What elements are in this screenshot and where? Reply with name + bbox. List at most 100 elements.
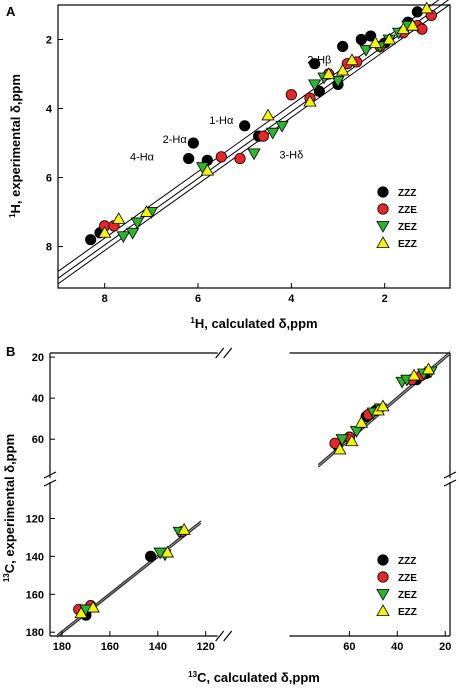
y-tick-label-b-20: 20 [32, 352, 44, 364]
panel-a-y-axis-label: 1H, experimental δ,ppm [8, 74, 23, 218]
legend-label-b-zzz: ZZZ [398, 556, 416, 567]
point-a-ezz-4 [261, 108, 275, 121]
point-a-ezz-13 [419, 1, 434, 14]
panel-a-annotations: 1-Hα 2-Hα 4-Hα 3-Hδ 2-Hβ [130, 55, 331, 164]
point-a-zzz-4 [239, 120, 251, 132]
panel-b-y-axis-label: 13C, experimental δ,ppm [2, 434, 17, 582]
point-b-ezz-0 [74, 606, 88, 619]
point-a-zze-5 [285, 89, 297, 101]
point-b-zez-4 [335, 434, 349, 447]
legend-marker-a-zzz [377, 186, 389, 198]
x-tick-label-a-4: 4 [288, 293, 295, 305]
point-a-zzz-0 [85, 234, 97, 246]
x-tick-label-a-6: 6 [195, 293, 201, 305]
y-tick-label-a-6: 6 [46, 173, 52, 185]
point-a-ezz-8 [345, 53, 359, 66]
break-top-2 [223, 347, 233, 359]
point-a-zez-8 [307, 79, 322, 92]
break-bottom-1 [215, 630, 225, 642]
point-a-zze-4 [257, 130, 269, 142]
y-tick-label-b-160: 160 [26, 589, 44, 601]
fit-line-a-2 [57, 3, 451, 285]
legend-label-a-zze: ZZE [398, 205, 417, 216]
x-tick-label-a-2: 2 [382, 293, 388, 305]
point-b-ezz-4 [333, 442, 347, 455]
annotation-a-0: 1-Hα [209, 115, 234, 127]
x-tick-label-b-160: 160 [101, 641, 119, 653]
point-a-zzz-12 [365, 30, 377, 42]
break-left-2 [43, 479, 57, 487]
point-b-ezz-6 [354, 415, 369, 428]
point-a-zzz-10 [337, 40, 349, 53]
point-a-ezz-9 [368, 36, 383, 48]
point-a-ezz-3 [200, 163, 215, 176]
point-a-ezz-10 [382, 32, 397, 45]
legend-marker-a-zez [376, 221, 390, 233]
legend-label-a-zzz: ZZZ [398, 188, 416, 199]
annotation-a-4: 2-Hβ [307, 55, 331, 67]
annotation-a-1: 2-Hα [163, 134, 188, 146]
x-tick-label-b-40: 40 [391, 641, 403, 653]
break-bottom-2 [223, 630, 233, 642]
y-tick-label-b-180: 180 [26, 627, 44, 639]
legend-label-a-ezz: EZZ [398, 239, 417, 250]
y-tick-label-a-2: 2 [46, 35, 52, 47]
x-tick-label-b-60: 60 [343, 641, 355, 653]
y-tick-label-b-140: 140 [26, 551, 44, 563]
y-tick-label-a-4: 4 [46, 104, 53, 116]
point-a-zez-10 [331, 76, 345, 88]
annotation-a-2: 4-Hα [130, 151, 155, 163]
break-left-1 [43, 471, 57, 479]
point-b-ezz-3 [177, 523, 191, 535]
legend-marker-b-zze [377, 571, 389, 583]
panel-b-ticks: 180 160 140 120 60 40 20 20 40 60 120 140 160 180 [26, 352, 452, 653]
x-tick-label-b-180: 180 [53, 641, 71, 653]
x-tick-label-a-8: 8 [102, 293, 108, 305]
point-a-zzz-8 [309, 58, 321, 70]
point-a-ezz-1 [111, 212, 126, 224]
break-right-1 [443, 471, 457, 479]
point-b-ezz-2 [160, 545, 175, 558]
annotation-a-3: 3-Hδ [279, 150, 303, 162]
point-b-zzz-1 [144, 550, 157, 562]
panel-b-label: B [6, 344, 15, 359]
point-a-zze-3 [234, 152, 246, 165]
break-top-1 [215, 347, 225, 359]
chart-panel-b: B 180 160 140 120 60 40 20 20 40 60 120 140 160 180 Z… [2, 344, 457, 685]
legend-marker-a-zze [377, 203, 389, 215]
panel-a-legend: ZZZ ZZE ZEZ EZZ [376, 186, 417, 250]
point-b-ezz-1 [86, 600, 100, 613]
point-a-zez-2 [130, 217, 145, 230]
point-a-zez-1 [125, 227, 140, 240]
y-tick-label-a-8: 8 [46, 242, 52, 254]
legend-marker-b-ezz [376, 604, 390, 616]
panel-a-points [85, 1, 437, 246]
point-a-ezz-2 [139, 205, 154, 217]
point-a-ezz-5 [303, 94, 317, 107]
panel-b-x-axis-label: 13C, calculated δ,ppm [188, 670, 320, 685]
legend-marker-b-zzz [377, 554, 389, 566]
y-tick-label-b-60: 60 [32, 434, 44, 446]
y-tick-label-b-120: 120 [26, 513, 44, 525]
point-a-ezz-11 [396, 22, 411, 35]
break-right-2 [443, 479, 457, 487]
point-a-ezz-7 [335, 63, 350, 76]
legend-marker-b-zez [376, 589, 390, 601]
x-tick-label-b-120: 120 [197, 641, 215, 653]
panel-a-x-axis-label: 1H, calculated δ,ppm [190, 316, 317, 331]
legend-label-a-zez: ZEZ [398, 222, 417, 233]
point-a-zzz-7 [313, 85, 325, 97]
point-a-zez-7 [275, 120, 289, 133]
panel-b-points [73, 362, 438, 621]
legend-label-b-ezz: EZZ [398, 607, 417, 618]
legend-marker-a-ezz [376, 236, 390, 248]
point-a-zez-6 [265, 127, 280, 140]
legend-label-b-zez: ZEZ [398, 590, 417, 601]
point-a-zze-2 [215, 151, 227, 163]
chart-panel-a: A 8 6 4 2 2 4 6 8 1-Hα 2-Hα 4-Hα 3-Hδ 2-Hβ ZZZ ZZE ZE… [6, 0, 451, 331]
fit-line-b-lower-b [56, 522, 202, 638]
x-tick-label-b-140: 140 [149, 641, 167, 653]
panel-a-label: A [6, 4, 16, 19]
point-a-ezz-6 [321, 67, 336, 79]
